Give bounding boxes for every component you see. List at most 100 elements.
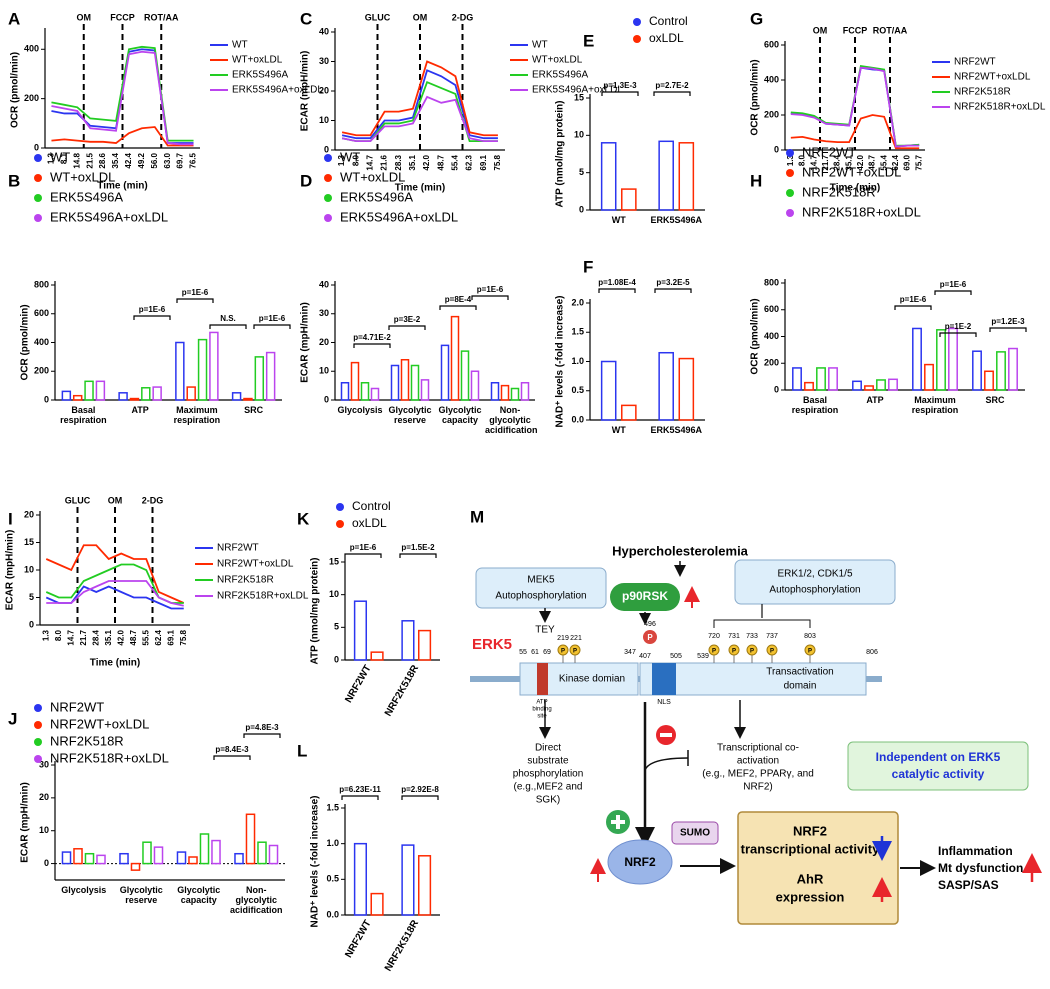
panel-letter: F [583,257,593,276]
y-tick-label: 20 [24,509,34,519]
bracket [253,324,291,329]
x-tick-label: ERK5S496A [650,425,703,435]
legend-label: Control [649,14,688,28]
erk12-label: Autophosphorylation [769,585,860,596]
legend-swatch [336,503,344,511]
panel-letter: L [297,741,307,760]
y-tick-label: 1.5 [326,802,339,812]
residue: 737 [766,633,778,640]
erk12-label: ERK1/2, CDK1/5 [777,569,852,580]
series-line [341,60,498,137]
residue: 55 [519,649,527,656]
p-value: p=8E-4 [445,295,472,304]
trigger: Hypercholesterolemia [612,543,749,558]
bar [658,140,674,211]
plus-bar [616,815,620,829]
x-tick-label: 35.1 [844,154,853,170]
y-tick-label: 10 [319,115,329,125]
x-tick-label: 69.1 [479,154,488,170]
y-axis-label: ATP (nmol/mg protein) [555,101,566,208]
bracket [894,305,932,310]
residue: 733 [746,633,758,640]
atp-site [537,663,548,695]
phospho-label: P [561,649,565,655]
p-value: p=1E-6 [477,285,504,294]
x-tick-label: 1.3 [41,629,50,641]
injection-label: 2-DG [452,12,474,22]
phospho-496 [643,630,657,644]
direct-label: (e.g.,MEF2 and [514,782,583,793]
y-tick-label: 800 [34,279,49,289]
legend-label: ERK5S496A+oxLDL [232,85,323,96]
phospho-site [746,644,758,656]
x-tick-label: 8.0 [351,154,360,166]
p-value: p=1.2E-3 [991,317,1025,326]
legend-label: NRF2WT+oxLDL [802,164,901,179]
bar [142,841,152,865]
panel-letter: C [300,9,312,28]
bar [153,846,164,865]
y-tick-label: 400 [34,337,49,347]
y-tick-label: 200 [24,93,39,103]
x-tick-label: Glycolytic capacity [438,405,482,425]
bracket [213,755,251,760]
legend-swatch [324,154,332,162]
bar [95,380,106,401]
bar [852,380,862,391]
bar [118,392,128,401]
x-tick-label: 35.1 [104,629,113,645]
direct-label: Direct [535,743,561,754]
bracket [401,795,439,800]
x-tick-label: 28.4 [833,154,842,170]
bar [410,364,420,401]
legend-swatch [324,174,332,182]
x-tick-label: 48.7 [436,154,445,170]
x-tick-label: 1.3 [337,154,346,166]
y-tick-label: 30 [319,56,329,66]
series-line [790,114,920,150]
legend-label: NRF2WT+oxLDL [217,559,294,570]
bracket [243,733,281,738]
y-tick-label: 600 [34,308,49,318]
injection-label: 2-DG [142,495,164,505]
bar [234,852,244,865]
legend-label: ERK5S496A [50,189,123,204]
bar [390,364,400,401]
residue: 539 [697,653,709,660]
series-line [45,544,185,604]
bar [245,813,256,865]
bar [197,338,208,401]
legend-label: WT [50,149,70,164]
p90rsk-shape [610,583,680,611]
bar [265,351,276,401]
x-axis-label: Time (min) [90,658,140,669]
residue: 505 [670,653,682,660]
injection-label: OM [108,495,123,505]
panel-letter: D [300,171,312,190]
phospho-site [569,644,581,656]
coactivation-label: NRF2) [743,782,772,793]
legend-swatch [324,214,332,222]
x-tick-label: 21.6 [380,154,389,170]
x-tick-label: Glycolysis [61,885,107,895]
bar [450,315,460,401]
bar [353,600,368,661]
y-axis-label: ECAR (mpH/min) [300,302,311,383]
bar [440,344,450,401]
p-value: p=1E-6 [900,295,927,304]
bracket [344,553,382,558]
bracket [598,288,636,293]
erk12-box [734,559,896,605]
coactivation-label: activation [737,756,779,767]
phospho-label: P [647,633,653,642]
bar [600,142,617,211]
bar [984,370,994,391]
y-tick-label: 0.5 [571,385,584,395]
series-line [341,69,498,140]
legend-label: WT+oxLDL [50,169,115,184]
y-axis-label: ECAR (mpH/min) [20,782,31,863]
direct-label: substrate [527,756,569,767]
legend-label: ERK5S496A+oxLDL [340,209,458,224]
bar [176,851,187,865]
